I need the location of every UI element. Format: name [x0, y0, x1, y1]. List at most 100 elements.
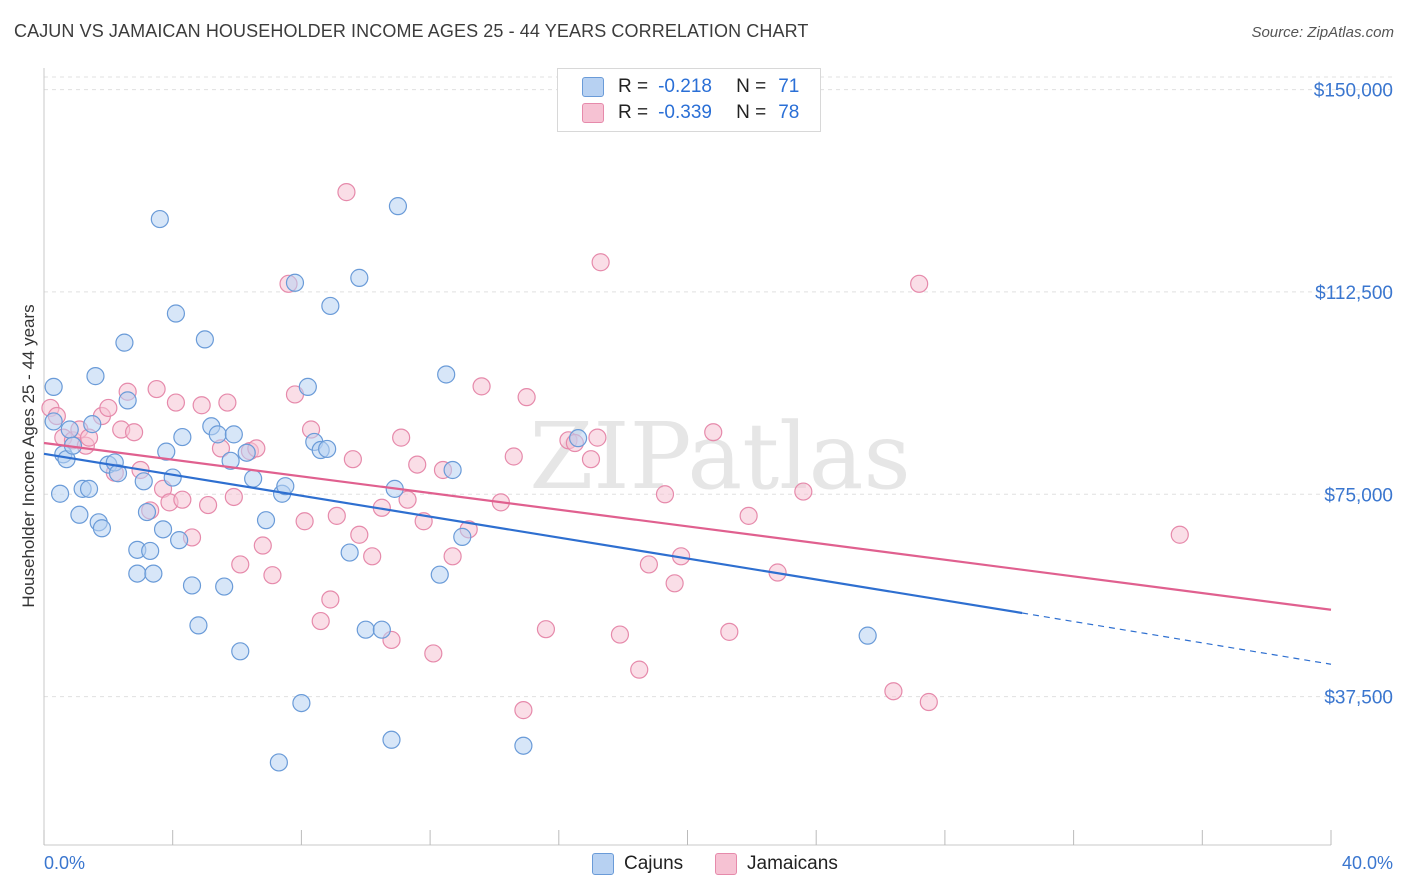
- cajun-point: [430, 565, 449, 584]
- cajun-point: [372, 620, 391, 639]
- jamaican-point: [517, 388, 536, 407]
- bottom-legend-jamaican: Jamaicans: [715, 851, 838, 877]
- cajun-point: [195, 330, 214, 349]
- y-axis-label: Householder Income Ages 25 - 44 years: [19, 304, 38, 607]
- jamaican-point: [263, 566, 282, 585]
- jamaican-point: [588, 428, 607, 447]
- jamaican-point: [198, 495, 218, 515]
- jamaican-point: [704, 423, 723, 442]
- bottom-legend-label: Jamaicans: [747, 853, 838, 874]
- legend-r-value: -0.339: [658, 102, 712, 123]
- y-tick-labels: $150,000 $112,500 $75,000 $37,500: [1314, 81, 1393, 709]
- jamaican-point: [192, 396, 211, 415]
- jamaican-point: [327, 506, 346, 525]
- y-tick-label: $37,500: [1324, 688, 1393, 709]
- jamaican-point: [610, 625, 630, 644]
- jamaican-point: [224, 487, 243, 507]
- jamaican-point: [253, 536, 272, 555]
- cajun-point: [189, 616, 208, 635]
- jamaican-trend-line: [43, 441, 1332, 611]
- y-tick-label: $150,000: [1314, 81, 1393, 102]
- cajun-trend-line: [43, 452, 1023, 615]
- jamaican-point: [665, 574, 684, 593]
- cajun-point: [166, 304, 186, 323]
- jamaican-point: [536, 620, 556, 639]
- cajun-point: [60, 420, 79, 439]
- legend-r-label: R =: [618, 102, 649, 123]
- cajun-point: [388, 197, 408, 216]
- chart-title: CAJUN VS JAMAICAN HOUSEHOLDER INCOME AGE…: [14, 21, 809, 41]
- jamaican-point: [295, 512, 314, 531]
- cajun-point: [215, 577, 234, 596]
- cajun-point: [128, 564, 147, 583]
- cajun-point: [340, 543, 359, 562]
- cajun-point: [321, 296, 340, 316]
- cajun-trend-extension: [1022, 612, 1332, 665]
- jamaican-point: [99, 398, 118, 418]
- cajun-point: [569, 429, 588, 448]
- y-tick-label: $112,500: [1315, 283, 1393, 304]
- x-tick-label-max: 40.0%: [1342, 853, 1393, 873]
- jamaican-point: [794, 482, 813, 501]
- cajun-swatch: [592, 853, 614, 875]
- legend-r-value: -0.218: [658, 76, 712, 97]
- cajun-point: [298, 377, 317, 396]
- cajun-point: [70, 505, 89, 524]
- cajun-point: [237, 443, 256, 462]
- jamaican-point: [173, 490, 192, 509]
- jamaican-point: [392, 428, 411, 447]
- cajun-point: [163, 468, 182, 487]
- jamaican-point: [630, 660, 649, 679]
- cajun-point: [858, 626, 877, 645]
- cajun-point: [356, 620, 375, 639]
- legend-r-label: R =: [618, 76, 649, 97]
- jamaican-point: [655, 485, 675, 504]
- cajun-point: [437, 365, 456, 384]
- jamaican-point: [514, 701, 533, 720]
- jamaican-point: [739, 506, 758, 525]
- jamaican-point: [311, 611, 330, 631]
- cajun-point: [44, 377, 63, 396]
- grid-lines: [44, 76, 1395, 698]
- cajun-point: [285, 273, 305, 292]
- jamaican-point: [147, 379, 166, 399]
- legend-n-label: N =: [736, 76, 767, 97]
- jamaican-point: [1170, 525, 1189, 544]
- legend-n-value: 71: [778, 76, 800, 97]
- cajun-point: [79, 479, 99, 498]
- jamaican-point: [321, 590, 340, 609]
- cajun-point: [92, 519, 112, 538]
- cajun-point: [137, 502, 157, 522]
- cajun-point: [86, 367, 105, 386]
- cajun-points: [44, 197, 877, 772]
- cajun-point: [44, 412, 63, 431]
- cajun-point: [108, 464, 128, 483]
- y-tick-label: $75,000: [1324, 485, 1393, 506]
- cajun-point: [256, 511, 276, 530]
- cajun-point: [276, 477, 295, 496]
- cajun-point: [50, 484, 70, 503]
- cajun-point: [157, 442, 176, 461]
- correlation-legend: R = -0.218 N = 71 R = -0.339 N = 78: [557, 68, 821, 132]
- cajun-point: [173, 427, 192, 447]
- cajun-point: [141, 541, 160, 561]
- jamaican-point: [424, 644, 443, 663]
- jamaican-point: [408, 455, 427, 474]
- cajun-point: [244, 469, 263, 488]
- jamaican-point: [504, 447, 523, 466]
- jamaican-point: [591, 253, 610, 272]
- cajun-point: [134, 472, 153, 491]
- jamaican-point: [910, 274, 929, 293]
- jamaican-point: [472, 377, 491, 396]
- legend-row-jamaican: R = -0.339 N = 78: [582, 101, 799, 125]
- cajun-point: [382, 730, 401, 749]
- cajun-point: [514, 736, 533, 755]
- trend-lines: [43, 441, 1332, 665]
- cajun-point: [292, 693, 311, 713]
- jamaican-point: [581, 450, 601, 469]
- jamaican-point: [363, 547, 382, 566]
- x-tick-label-min: 0.0%: [44, 853, 85, 873]
- cajun-point: [231, 642, 250, 661]
- legend-n-value: 78: [778, 102, 800, 123]
